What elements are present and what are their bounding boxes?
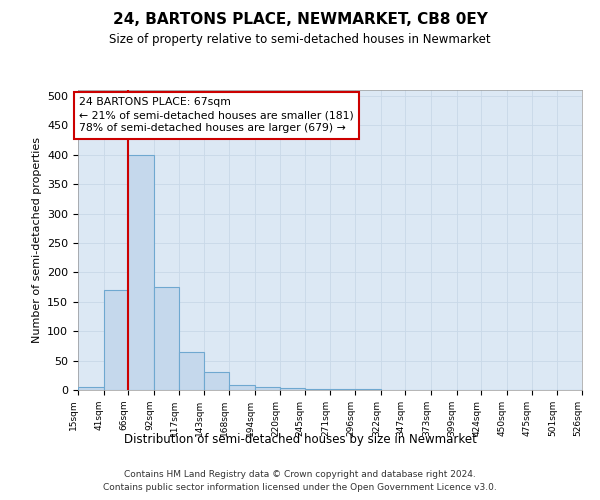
Bar [204, 372, 229, 390]
Bar [179, 352, 204, 390]
Bar [280, 388, 305, 390]
Text: Contains HM Land Registry data © Crown copyright and database right 2024.: Contains HM Land Registry data © Crown c… [124, 470, 476, 479]
Bar [229, 386, 254, 390]
Text: Distribution of semi-detached houses by size in Newmarket: Distribution of semi-detached houses by … [124, 432, 476, 446]
Bar [154, 287, 179, 390]
Bar [305, 389, 331, 390]
Text: Contains public sector information licensed under the Open Government Licence v3: Contains public sector information licen… [103, 482, 497, 492]
Bar [78, 387, 104, 390]
Text: Size of property relative to semi-detached houses in Newmarket: Size of property relative to semi-detach… [109, 32, 491, 46]
Bar [331, 389, 355, 390]
Bar [128, 154, 154, 390]
Bar [254, 387, 280, 390]
Text: 24, BARTONS PLACE, NEWMARKET, CB8 0EY: 24, BARTONS PLACE, NEWMARKET, CB8 0EY [113, 12, 487, 28]
Bar [104, 290, 128, 390]
Y-axis label: Number of semi-detached properties: Number of semi-detached properties [32, 137, 41, 343]
Text: 24 BARTONS PLACE: 67sqm
← 21% of semi-detached houses are smaller (181)
78% of s: 24 BARTONS PLACE: 67sqm ← 21% of semi-de… [79, 97, 354, 134]
